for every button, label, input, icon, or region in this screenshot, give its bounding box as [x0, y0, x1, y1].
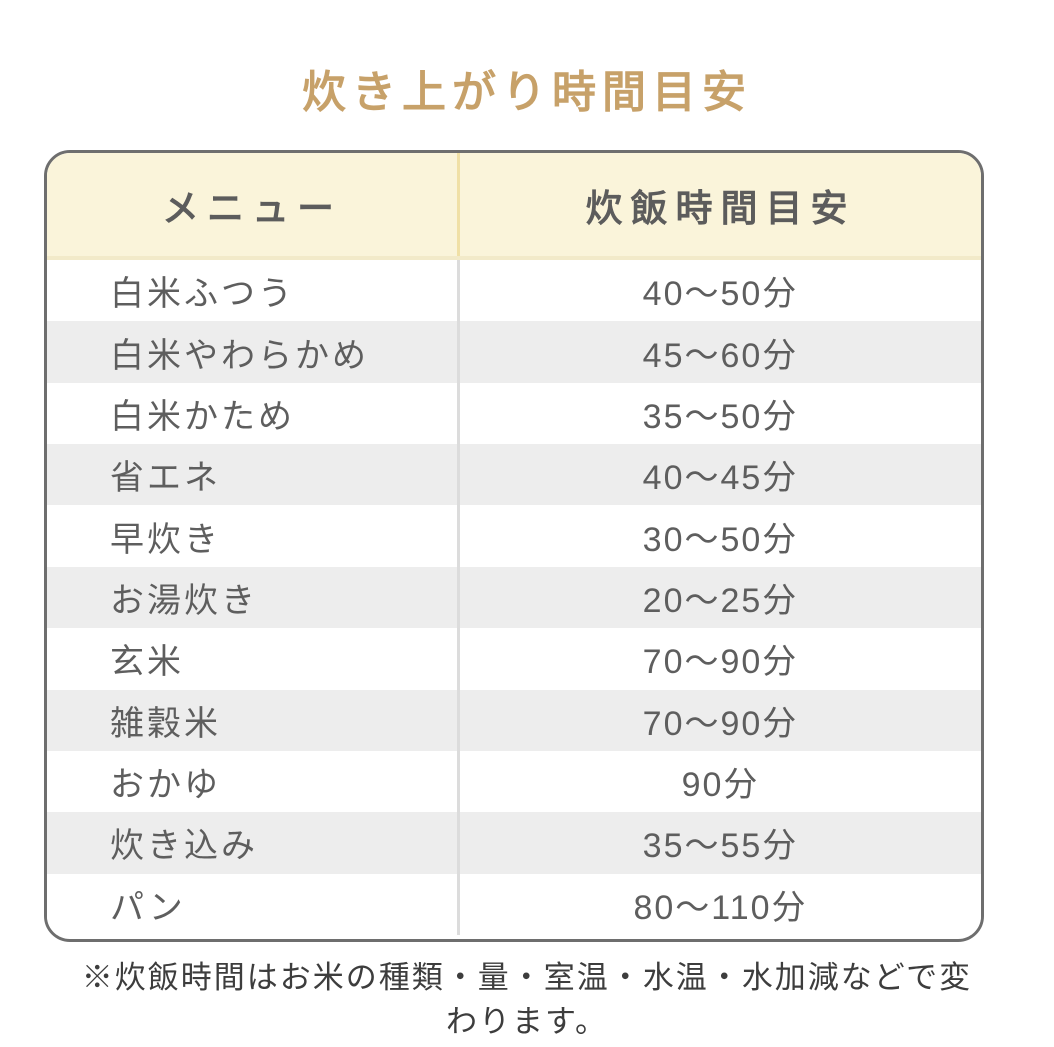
table-row: パン 80〜110分: [47, 873, 981, 935]
time-cell: 80〜110分: [633, 888, 808, 927]
time-cell: 20〜25分: [642, 581, 799, 620]
menu-cell: パン: [47, 873, 460, 935]
menu-cell: おかゆ: [47, 750, 460, 813]
time-cell: 45〜60分: [642, 336, 799, 375]
table-header-row: メニュー 炊飯時間目安: [47, 153, 981, 260]
table-row: おかゆ 90分: [47, 750, 981, 813]
time-cell: 90分: [681, 766, 760, 805]
menu-cell: 炊き込み: [47, 812, 460, 874]
table-row: 白米やわらかめ 45〜60分: [47, 321, 981, 383]
menu-cell: お湯炊き: [47, 566, 460, 629]
time-cell: 70〜90分: [642, 643, 799, 682]
footnote: ※炊飯時間はお米の種類・量・室温・水温・水加減などで変わります。: [0, 956, 1054, 1044]
time-cell: 70〜90分: [642, 704, 799, 743]
time-cell: 35〜50分: [642, 397, 799, 436]
page-title: 炊き上がり時間目安: [302, 68, 752, 117]
time-cell: 30〜50分: [642, 520, 799, 559]
table-row: 玄米 70〜90分: [47, 628, 981, 690]
footnote-text: ※炊飯時間はお米の種類・量・室温・水温・水加減などで変わります。: [81, 960, 973, 1039]
table-row: 早炊き 30〜50分: [47, 505, 981, 567]
menu-cell: 早炊き: [47, 505, 460, 567]
cooking-time-table: メニュー 炊飯時間目安 白米ふつう 40〜50分 白米やわらかめ 45〜60分 …: [44, 150, 984, 942]
menu-cell: 雑穀米: [47, 689, 460, 751]
time-cell: 40〜50分: [642, 275, 799, 314]
time-cell: 35〜55分: [642, 827, 799, 866]
menu-cell: 白米かため: [47, 382, 460, 445]
header-cell-time: 炊飯時間目安: [585, 187, 856, 229]
menu-cell: 白米ふつう: [47, 260, 460, 322]
table-row: 白米ふつう 40〜50分: [47, 260, 981, 322]
table-row: 炊き込み 35〜55分: [47, 812, 981, 874]
table-row: 白米かため 35〜50分: [47, 382, 981, 445]
header-cell-menu: メニュー: [47, 153, 460, 256]
table-body: 白米ふつう 40〜50分 白米やわらかめ 45〜60分 白米かため 35〜50分…: [47, 260, 981, 935]
table-row: お湯炊き 20〜25分: [47, 566, 981, 629]
table-row: 雑穀米 70〜90分: [47, 689, 981, 751]
menu-cell: 白米やわらかめ: [47, 321, 460, 383]
table-row: 省エネ 40〜45分: [47, 444, 981, 506]
menu-cell: 省エネ: [47, 444, 460, 506]
time-cell: 40〜45分: [642, 459, 799, 498]
menu-cell: 玄米: [47, 628, 460, 690]
